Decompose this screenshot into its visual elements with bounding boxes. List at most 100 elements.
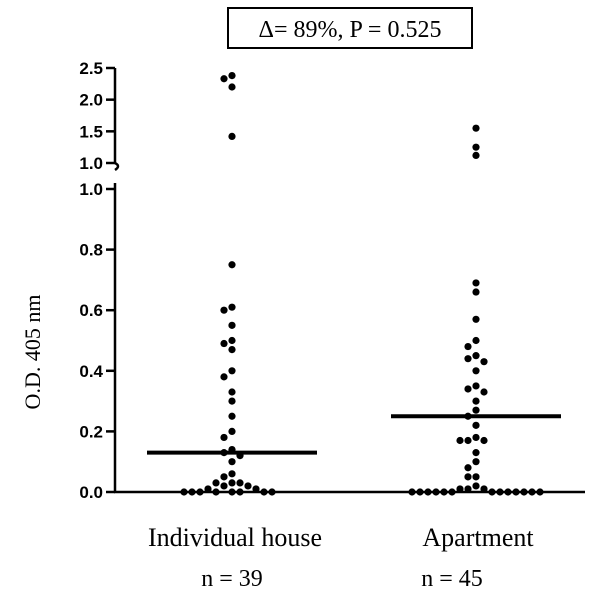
point-group1-32: [488, 488, 496, 496]
point-group1-5: [472, 315, 480, 323]
median-lines: [147, 414, 561, 455]
point-group0-30: [252, 485, 260, 493]
point-group0-37: [268, 488, 276, 496]
point-group0-10: [228, 345, 236, 354]
point-group1-40: [520, 488, 528, 496]
point-group1-15: [472, 397, 480, 405]
point-group1-13: [464, 385, 472, 393]
point-group0-35: [260, 488, 268, 496]
point-group1-21: [480, 436, 488, 445]
point-group1-8: [472, 352, 480, 360]
annotation-box: [227, 7, 473, 49]
point-group0-9: [220, 339, 228, 348]
y-lower-tick-label-4: 0.8: [79, 241, 103, 260]
point-group1-37: [432, 488, 440, 496]
point-group0-3: [228, 132, 236, 140]
point-group0-26: [212, 479, 220, 487]
point-group1-3: [472, 279, 480, 287]
point-group0-24: [228, 479, 236, 487]
point-group1-20: [464, 436, 472, 445]
point-group1-27: [464, 473, 472, 481]
point-group1-12: [472, 382, 480, 390]
annotation-text: Δ= 89%, P = 0.525: [259, 17, 442, 43]
point-group1-23: [472, 449, 480, 457]
point-group0-29: [204, 485, 212, 493]
point-group1-39: [424, 488, 432, 496]
point-group0-36: [188, 488, 196, 496]
point-group1-36: [504, 488, 512, 496]
point-group1-19: [472, 433, 480, 442]
y-lower-tick-label-1: 0.2: [79, 422, 103, 441]
point-group0-6: [220, 306, 228, 314]
point-group1-35: [440, 488, 448, 496]
point-group1-43: [408, 488, 416, 496]
point-group0-17: [220, 433, 228, 442]
n-label-individual-house: n = 39: [201, 566, 263, 592]
point-group1-1: [472, 143, 480, 151]
point-group1-25: [464, 464, 472, 472]
y-lower-tick-label-3: 0.6: [79, 301, 103, 320]
point-group1-41: [416, 488, 424, 496]
point-group1-30: [480, 485, 488, 493]
point-group0-25: [236, 479, 244, 487]
point-group0-2: [228, 83, 236, 91]
point-group1-22: [456, 436, 464, 445]
point-group0-0: [228, 72, 236, 80]
y-ticks-upper: 1.0 1.5 2.0 2.5: [79, 59, 115, 173]
point-group0-7: [228, 321, 236, 329]
y-lower-tick-label-2: 0.4: [79, 362, 103, 381]
point-group0-22: [228, 470, 236, 478]
point-group1-31: [456, 485, 464, 493]
point-group1-16: [472, 406, 480, 414]
point-group0-34: [196, 488, 204, 496]
point-group1-24: [472, 458, 480, 466]
point-group1-10: [480, 358, 488, 366]
point-group1-34: [496, 488, 504, 496]
point-group0-27: [220, 482, 228, 490]
point-group1-42: [528, 488, 536, 496]
point-group1-0: [472, 124, 480, 132]
category-label-individual-house: Individual house: [148, 523, 322, 552]
point-group0-31: [228, 488, 236, 496]
point-group0-32: [236, 488, 244, 496]
y-axis-label: O.D. 405 nm: [20, 295, 45, 410]
point-group1-33: [448, 488, 456, 496]
y-upper-tick-label-3: 2.5: [79, 59, 103, 78]
point-group0-28: [244, 482, 252, 490]
point-group1-4: [472, 288, 480, 296]
point-group0-5: [228, 303, 236, 311]
point-group0-13: [228, 388, 236, 396]
point-group1-44: [536, 488, 544, 496]
y-upper-tick-label-1: 1.5: [79, 122, 103, 141]
axis-break-mark: [114, 161, 120, 172]
y-upper-tick-label-0: 1.0: [79, 154, 103, 173]
y-upper-tick-label-2: 2.0: [79, 91, 103, 110]
y-lower-tick-label-5: 1.0: [79, 180, 103, 199]
point-group1-2: [472, 151, 480, 159]
category-label-apartment: Apartment: [422, 523, 534, 552]
point-group1-11: [472, 367, 480, 375]
data-points: [180, 72, 544, 496]
y-lower-tick-label-0: 0.0: [79, 483, 103, 502]
point-group0-8: [228, 336, 236, 345]
point-group0-12: [220, 373, 228, 381]
point-group0-14: [228, 397, 236, 405]
point-group1-6: [472, 336, 480, 345]
point-group0-11: [228, 367, 236, 375]
point-group0-33: [212, 488, 220, 496]
point-group0-4: [228, 261, 236, 269]
point-group1-29: [464, 485, 472, 493]
point-group1-26: [472, 473, 480, 481]
point-group1-7: [464, 342, 472, 351]
point-group0-16: [228, 427, 236, 435]
n-label-apartment: n = 45: [421, 566, 483, 592]
point-group1-28: [472, 482, 480, 490]
point-group1-14: [480, 388, 488, 396]
point-group0-21: [228, 458, 236, 466]
point-group1-18: [472, 421, 480, 429]
point-group0-23: [220, 473, 228, 481]
point-group1-9: [464, 355, 472, 363]
point-group0-15: [228, 412, 236, 420]
point-group1-38: [512, 488, 520, 496]
